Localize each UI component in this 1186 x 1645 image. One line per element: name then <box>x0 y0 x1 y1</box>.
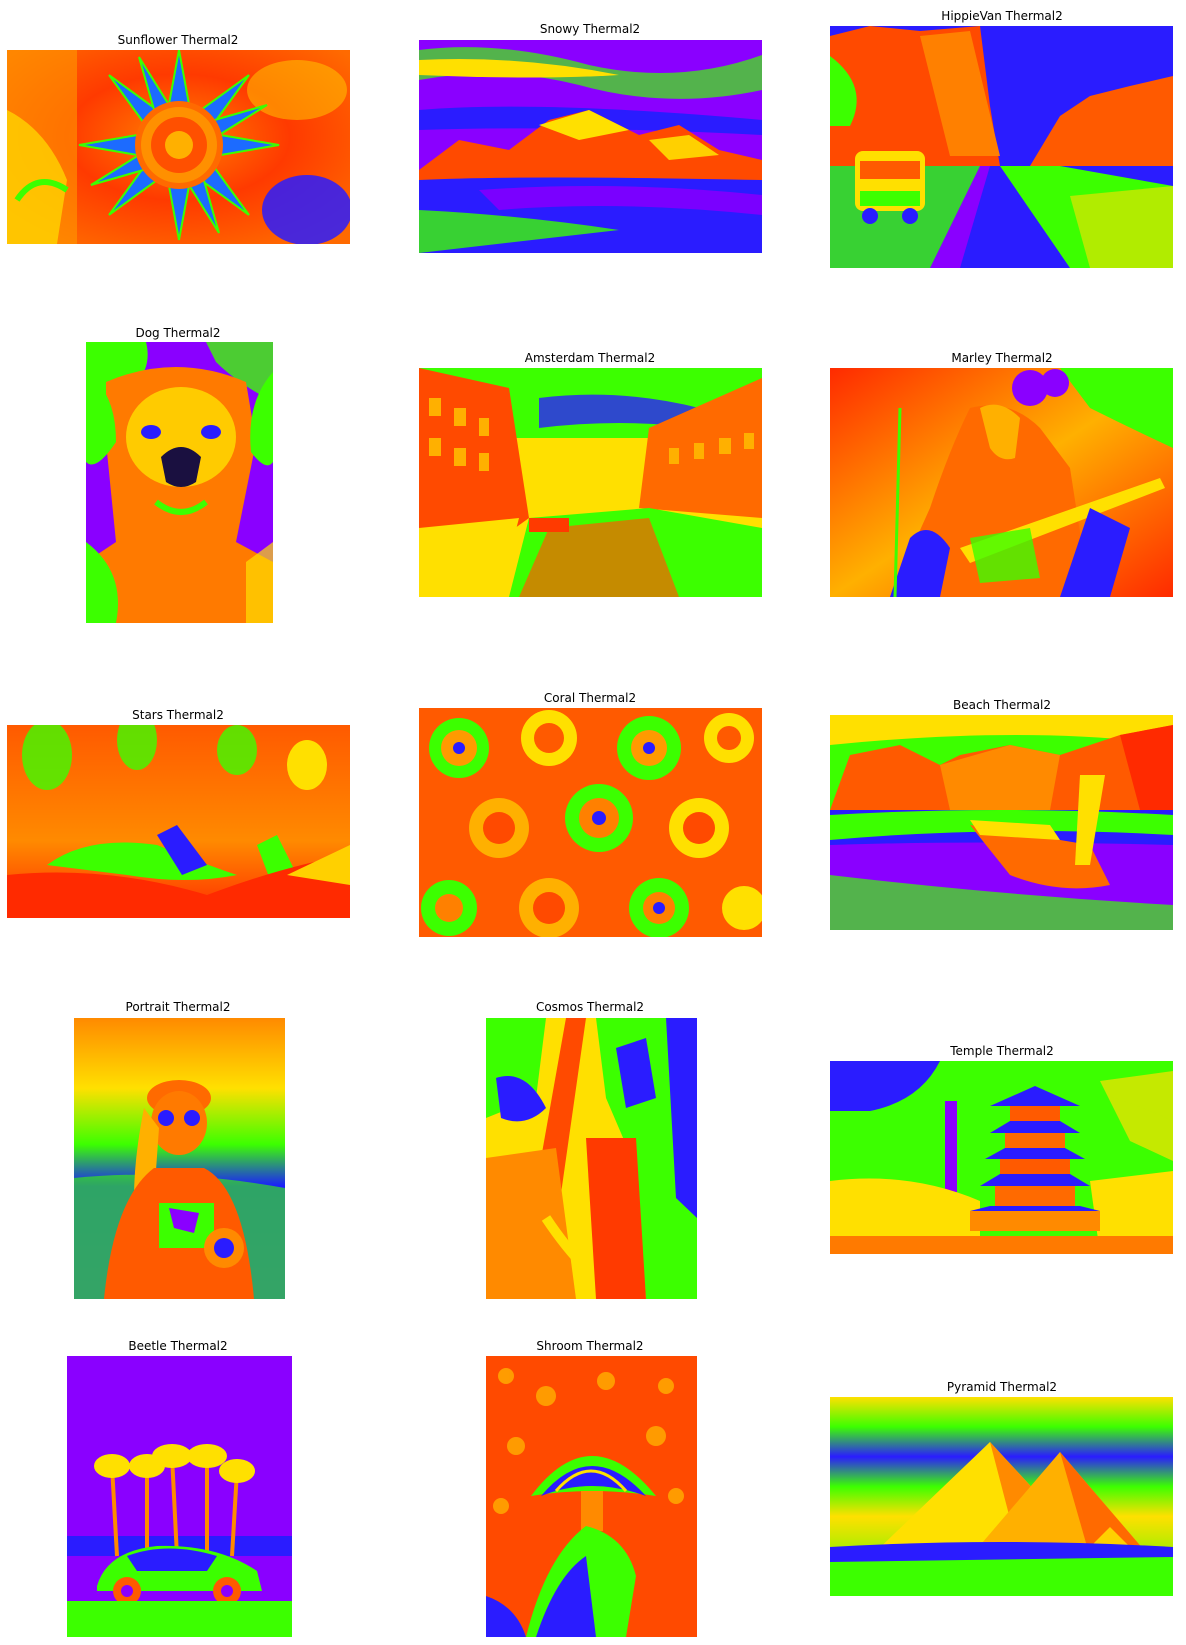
panel-title: Coral Thermal2 <box>543 691 637 705</box>
pagoda-temple-thermal-image <box>830 1061 1173 1254</box>
panel-title: Snowy Thermal2 <box>539 22 641 36</box>
amsterdam-canal-thermal-image <box>419 368 762 597</box>
coral-thermal-image <box>419 708 762 937</box>
beetle-car-palms-thermal-image <box>67 1356 292 1637</box>
beach-boat-thermal-image <box>830 715 1173 930</box>
panel-title: Beetle Thermal2 <box>128 1339 228 1353</box>
panel-title: Dog Thermal2 <box>135 326 221 340</box>
panel-title: Marley Thermal2 <box>951 351 1053 365</box>
panel-title: Pyramid Thermal2 <box>946 1380 1058 1394</box>
pyramids-thermal-image <box>830 1397 1173 1596</box>
aurora-stars-thermal-image <box>7 725 350 918</box>
snowy-mountain-thermal-image <box>419 40 762 253</box>
mushroom-thermal-image <box>486 1356 697 1637</box>
dog-thermal-image <box>86 342 273 623</box>
cosmos-thermal-image <box>486 1018 697 1299</box>
portrait-thermal-image <box>74 1018 285 1299</box>
panel-title: Portrait Thermal2 <box>125 1000 231 1014</box>
panel-title: HippieVan Thermal2 <box>941 9 1063 23</box>
panel-title: Sunflower Thermal2 <box>117 33 239 47</box>
panel-title: Beach Thermal2 <box>952 698 1052 712</box>
panel-title: Shroom Thermal2 <box>536 1339 644 1353</box>
panel-title: Cosmos Thermal2 <box>535 1000 645 1014</box>
guitarist-thermal-image <box>830 368 1173 597</box>
panel-title: Amsterdam Thermal2 <box>524 351 656 365</box>
panel-title: Temple Thermal2 <box>950 1044 1054 1058</box>
sunflower-thermal-image <box>7 50 350 244</box>
panel-title: Stars Thermal2 <box>132 708 224 722</box>
hippie-van-thermal-image <box>830 26 1173 268</box>
